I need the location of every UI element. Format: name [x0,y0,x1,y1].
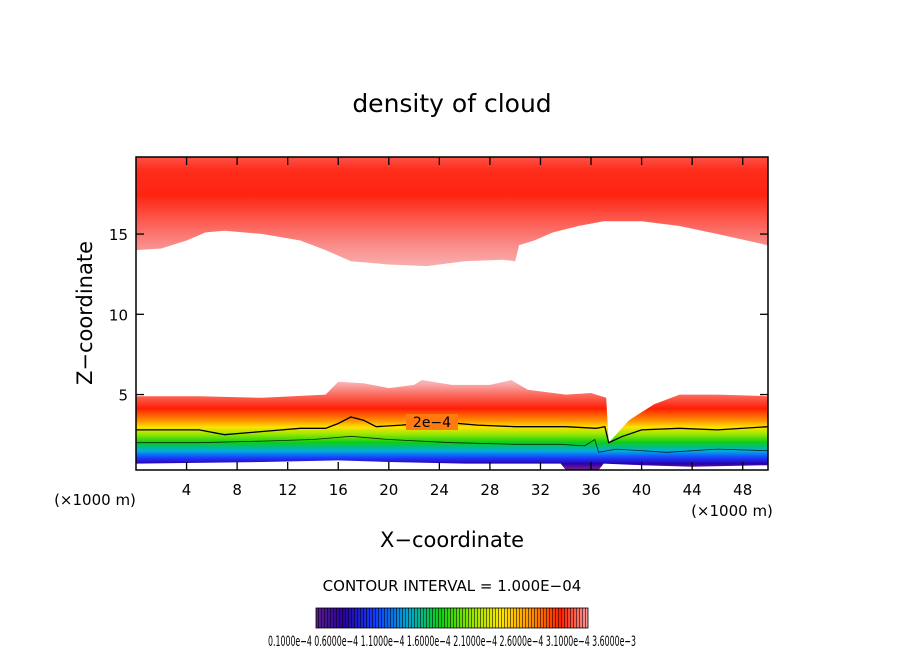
x-axis-ticks: 4 8 12 16 20 24 28 32 36 40 44 48 [182,157,752,499]
x-tick-label: 16 [329,481,348,499]
x-unit-right: (×1000 m) [691,502,773,520]
x-tick-label: 48 [733,481,752,499]
x-tick-label: 20 [379,481,398,499]
x-tick-label: 36 [581,481,600,499]
contour-label-mask [406,414,458,430]
y-tick-label: 10 [109,306,128,324]
x-tick-label: 44 [683,481,702,499]
x-tick-label: 8 [232,481,242,499]
colorbar-stripes [316,608,588,628]
x-tick-label: 24 [430,481,449,499]
x-tick-label: 28 [480,481,499,499]
chart-title: density of cloud [352,89,551,118]
x-tick-label: 40 [632,481,651,499]
x-tick-label: 12 [278,481,297,499]
x-unit-left: (×1000 m) [54,491,136,509]
y-axis-ticks: 5 10 15 [109,226,768,405]
y-tick-label: 5 [118,387,128,405]
contour-line-1e-4 [136,435,768,453]
upper-cloud-layer [136,157,768,267]
y-axis-label: Z−coordinate [73,241,97,385]
x-tick-label: 4 [182,481,192,499]
x-axis-label: X−coordinate [380,528,524,552]
x-tick-label: 32 [531,481,550,499]
colorbar-labels: 0.1000e−4 0.6000e−4 1.1000e−4 1.6000e−4 … [268,634,636,650]
plot-area: 2e−4 [136,157,768,470]
contour-interval-text: CONTOUR INTERVAL = 1.000E−04 [323,577,582,595]
colorbar-frame [315,607,589,629]
plot-frame [135,156,769,471]
contour-label: 2e−4 [413,415,451,431]
y-tick-label: 15 [109,226,128,244]
